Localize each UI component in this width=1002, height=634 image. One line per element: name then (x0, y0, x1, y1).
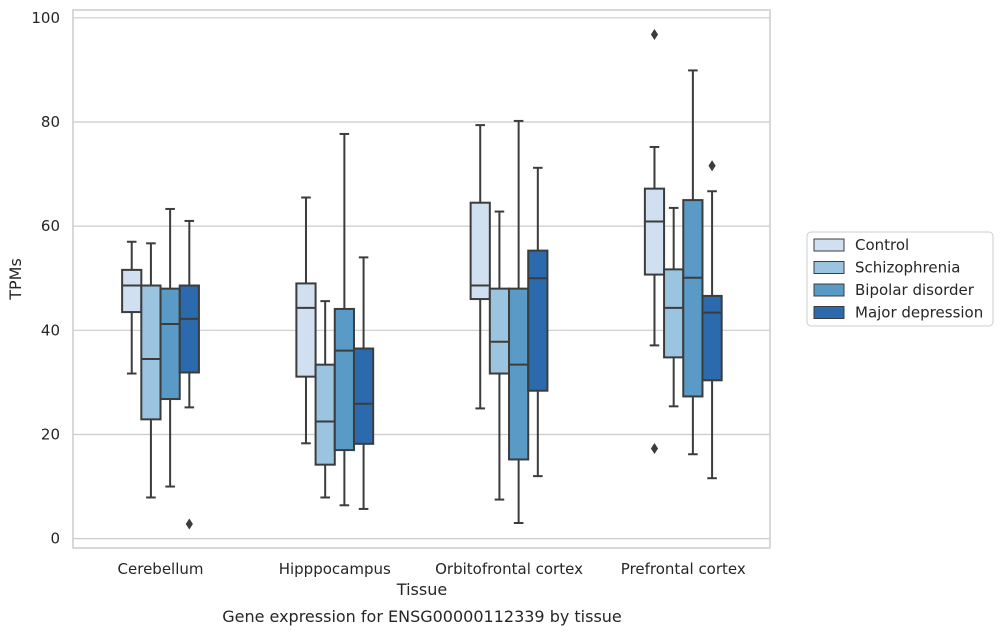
box-iqr (314, 363, 336, 466)
y-tick-label: 20 (41, 425, 60, 443)
legend-label: Control (855, 236, 909, 254)
box-iqr (508, 287, 530, 461)
box-iqr (121, 268, 143, 314)
legend-label: Schizophrenia (855, 259, 960, 277)
boxes (121, 28, 723, 530)
box-iqr (140, 284, 162, 421)
outlier-point (650, 28, 659, 40)
box-schizophrenia (140, 242, 162, 499)
x-tick-label: Prefrontal cortex (621, 560, 746, 578)
box-iqr (333, 307, 355, 452)
plot-frame (72, 9, 771, 549)
box-iqr (527, 249, 549, 392)
outlier-point (650, 443, 659, 455)
y-tick-labels: 0 20 40 60 80 100 (31, 9, 60, 548)
x-tick-labels: Cerebellum Hipppocampus Orbitofrontal cort… (118, 560, 746, 578)
box-major-depression (352, 256, 375, 510)
chart-title: Gene expression for ENSG00000112339 by t… (222, 607, 622, 626)
box-iqr (352, 347, 375, 445)
box-bipolar-disorder (333, 132, 355, 507)
box-iqr (295, 282, 317, 378)
box-control (121, 240, 143, 375)
x-tick-label: Orbitofrontal cortex (435, 560, 583, 578)
x-tick-label: Cerebellum (118, 560, 204, 578)
box-iqr (643, 187, 666, 276)
box-bipolar-disorder (159, 207, 181, 488)
box-iqr (488, 287, 511, 375)
y-axis-label: TPMs (6, 258, 25, 301)
box-control (469, 124, 491, 410)
box-major-depression (527, 166, 549, 478)
x-axis-label: Tissue (396, 580, 447, 599)
box-major-depression (178, 219, 200, 530)
box-control (295, 196, 317, 445)
y-tick-label: 40 (41, 321, 60, 339)
box-schizophrenia (314, 300, 336, 499)
outlier-point (185, 518, 193, 530)
y-tick-label: 0 (50, 530, 60, 548)
box-iqr (701, 294, 723, 382)
legend-swatch (813, 238, 845, 252)
legend-swatch (813, 306, 845, 319)
legend-label: Bipolar disorder (855, 281, 975, 299)
box-bipolar-disorder (682, 69, 704, 456)
legend-swatch (813, 283, 845, 297)
box-iqr (159, 287, 181, 401)
box-iqr (469, 201, 491, 301)
y-tick-label: 60 (41, 217, 60, 235)
box-schizophrenia (488, 210, 511, 501)
box-bipolar-disorder (508, 119, 530, 525)
x-tick-label: Hipppocampus (279, 560, 391, 578)
box-iqr (663, 268, 685, 359)
legend-label: Major depression (855, 304, 983, 322)
legend-frame (806, 231, 994, 327)
box-schizophrenia (663, 206, 685, 408)
box-major-depression (701, 160, 723, 480)
box-control (643, 28, 666, 455)
legend-swatch (813, 261, 845, 274)
y-tick-label: 100 (31, 9, 60, 27)
outlier-point (708, 160, 716, 172)
y-tick-label: 80 (41, 113, 60, 131)
box-iqr (682, 199, 704, 398)
legend: Control Schizophrenia Bipolar disorder Majo… (806, 231, 994, 327)
box-iqr (178, 284, 200, 374)
